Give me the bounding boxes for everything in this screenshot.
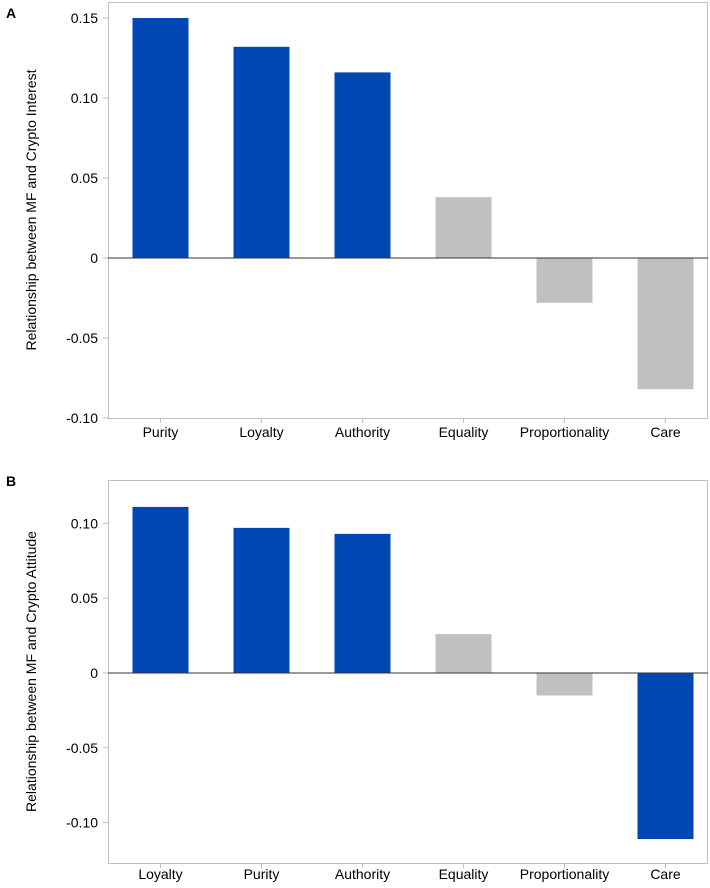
panel-a-y-tick-label: -0.05 xyxy=(66,330,98,346)
panel-b-x-tick-label-purity: Purity xyxy=(244,866,280,882)
panel-b-y-tick-label: 0.05 xyxy=(71,590,98,606)
panel-a-x-tick-label-loyalty: Loyalty xyxy=(239,424,283,440)
panel-b-y-axis-label: Relationship between MF and Crypto Attit… xyxy=(23,531,39,812)
panel-b-bar-proportionality xyxy=(536,672,593,696)
panel-b-bar-purity xyxy=(233,527,290,673)
panel-b-bar-care xyxy=(637,672,694,840)
panel-a-bar-authority xyxy=(334,72,391,259)
panel-a-x-tick-label-equality: Equality xyxy=(439,424,489,440)
panel-b-x-tick-label-care: Care xyxy=(650,866,681,882)
panel-a-y-tick-label: -0.10 xyxy=(66,410,98,426)
panel-a-bar-loyalty xyxy=(233,46,290,258)
panel-b-x-tick-label-equality: Equality xyxy=(439,866,489,882)
panel-a-y-axis-label: Relationship between MF and Crypto Inter… xyxy=(23,69,39,350)
panel-a-x-tick-label-care: Care xyxy=(650,424,681,440)
panel-b-y-tick-label: 0 xyxy=(90,665,98,681)
panel-a-y-tick-label: 0 xyxy=(90,250,98,266)
panel-a-bar-equality xyxy=(435,197,492,258)
panel-a-bar-proportionality xyxy=(536,258,593,303)
panel-b-panel-label: B xyxy=(6,473,16,489)
panel-a-bar-care xyxy=(637,258,694,390)
panel-b-x-tick-label-proportionality: Proportionality xyxy=(520,866,610,882)
panel-b-bar-loyalty xyxy=(132,506,189,673)
panel-a-y-tick-label: 0.15 xyxy=(71,10,98,26)
panel-a-bar-purity xyxy=(132,18,189,258)
panel-b-y-tick-label: 0.10 xyxy=(71,515,98,531)
panel-a-panel-label: A xyxy=(6,5,16,21)
panel-a-y-tick-label: 0.05 xyxy=(71,170,98,186)
panel-b-x-tick-label-loyalty: Loyalty xyxy=(138,866,182,882)
panel-b-plot-frame xyxy=(108,480,708,864)
panel-b-bar-authority xyxy=(334,533,391,673)
panel-a-plot-frame xyxy=(108,2,708,419)
panel-a-x-tick-label-authority: Authority xyxy=(335,424,390,440)
panel-b-y-tick-label: -0.10 xyxy=(66,815,98,831)
panel-b-x-tick-label-authority: Authority xyxy=(335,866,390,882)
panel-b-bar-equality xyxy=(435,634,492,673)
panel-b-y-tick-label: -0.05 xyxy=(66,740,98,756)
panel-a-y-tick-label: 0.10 xyxy=(71,90,98,106)
panel-a-x-tick-label-proportionality: Proportionality xyxy=(520,424,610,440)
panel-a-x-tick-label-purity: Purity xyxy=(143,424,179,440)
